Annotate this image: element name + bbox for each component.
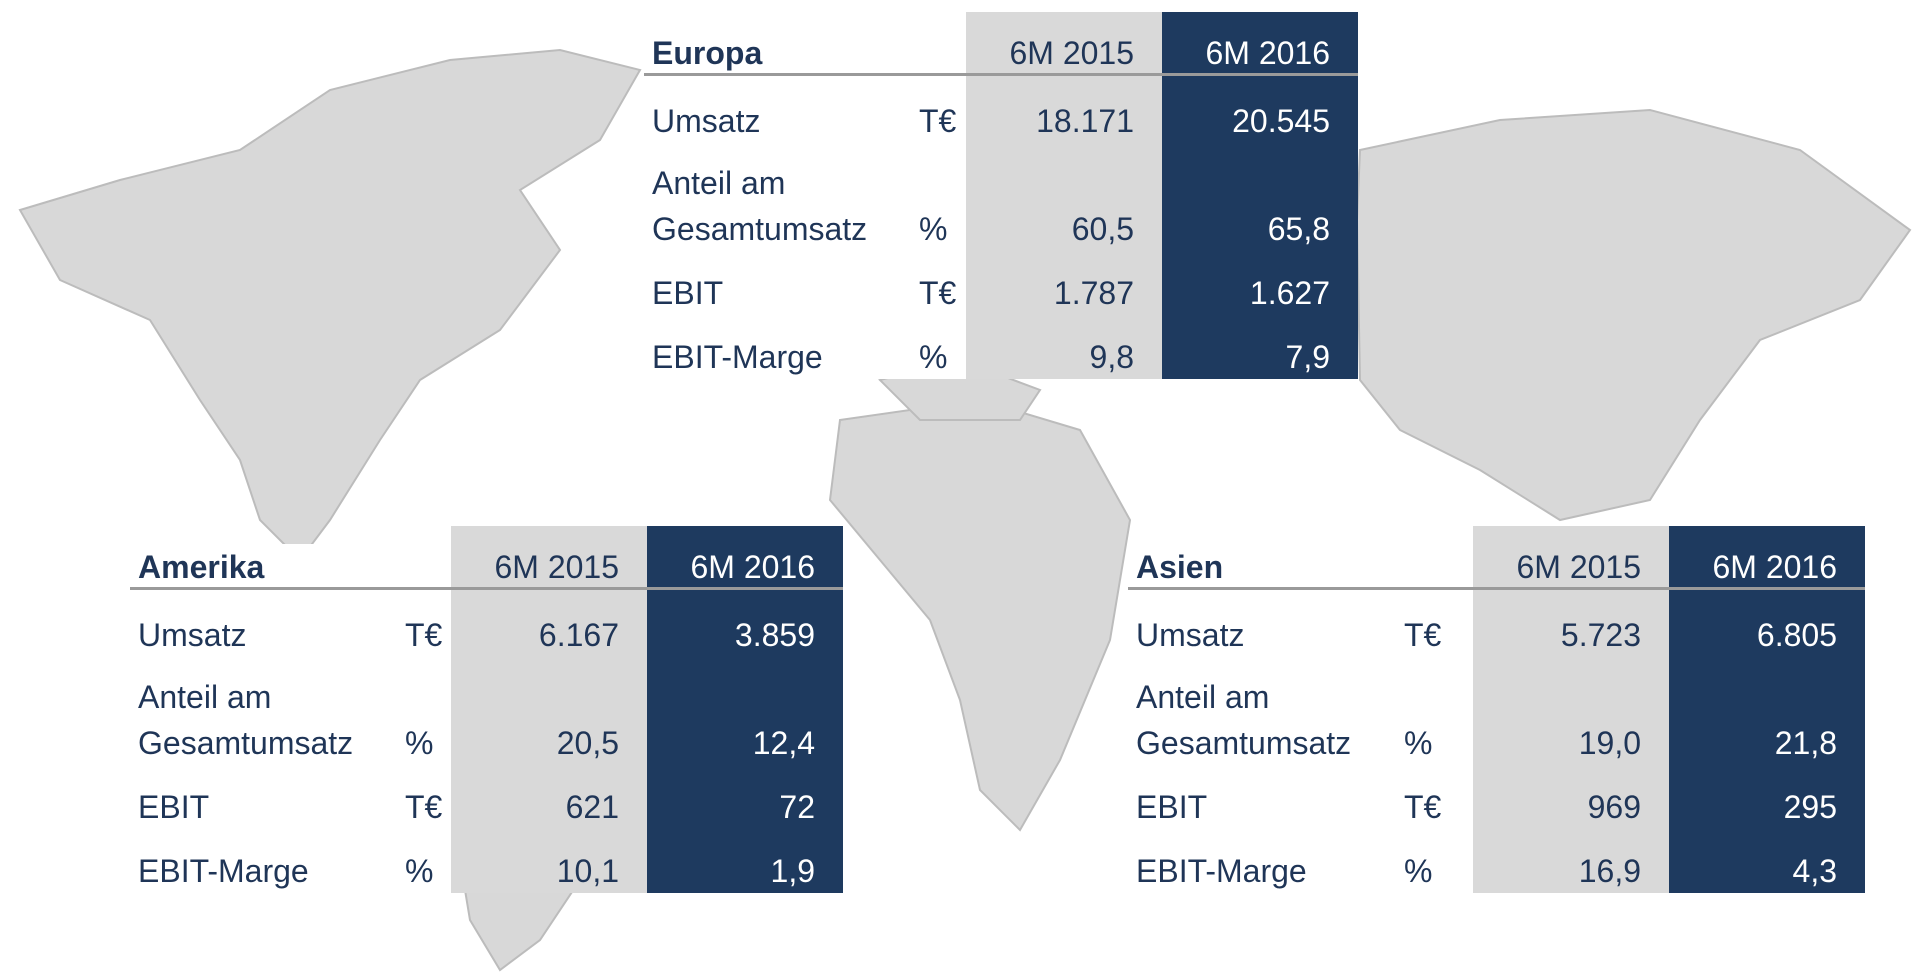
column-header: 6M 2015 bbox=[1009, 35, 1134, 71]
value-2016: 12,4 bbox=[752, 725, 815, 761]
row-label: EBIT bbox=[1136, 789, 1208, 825]
value-2016: 7,9 bbox=[1285, 339, 1330, 375]
row-unit: T€ bbox=[405, 617, 443, 653]
row-unit: % bbox=[1404, 725, 1433, 761]
column-header: 6M 2016 bbox=[1712, 549, 1837, 585]
row-label: Umsatz bbox=[652, 103, 761, 139]
region-title: Amerika bbox=[138, 549, 265, 585]
value-2015: 10,1 bbox=[556, 853, 619, 889]
label-background bbox=[130, 544, 451, 893]
row-label: EBIT-Marge bbox=[138, 853, 309, 889]
value-2016: 3.859 bbox=[734, 617, 815, 653]
value-2016: 20.545 bbox=[1232, 103, 1330, 139]
value-2015: 6.167 bbox=[538, 617, 619, 653]
row-unit: % bbox=[405, 725, 434, 761]
row-label: Anteil am Gesamtumsatz bbox=[1136, 679, 1352, 761]
row-unit: % bbox=[919, 211, 948, 247]
header-rule bbox=[1128, 587, 1865, 590]
value-2016: 295 bbox=[1783, 789, 1837, 825]
value-2015: 9,8 bbox=[1089, 339, 1134, 375]
row-unit: T€ bbox=[919, 103, 957, 139]
row-label: EBIT bbox=[138, 789, 210, 825]
value-2016: 4,3 bbox=[1792, 853, 1837, 889]
region-title: Europa bbox=[652, 35, 763, 71]
value-2015: 20,5 bbox=[556, 725, 619, 761]
column-header: 6M 2016 bbox=[1205, 35, 1330, 71]
region-title: Asien bbox=[1136, 549, 1224, 585]
value-2016: 1,9 bbox=[770, 853, 815, 889]
value-2016: 1.627 bbox=[1249, 275, 1330, 311]
row-unit: % bbox=[919, 339, 948, 375]
value-2015: 969 bbox=[1587, 789, 1641, 825]
column-header: 6M 2015 bbox=[1516, 549, 1641, 585]
row-unit: T€ bbox=[1404, 617, 1442, 653]
label-background bbox=[1128, 544, 1473, 893]
row-label: Umsatz bbox=[1136, 617, 1245, 653]
value-2016: 6.805 bbox=[1756, 617, 1837, 653]
row-label: Umsatz bbox=[138, 617, 247, 653]
header-rule bbox=[644, 73, 1358, 76]
value-2015: 19,0 bbox=[1578, 725, 1641, 761]
column-header: 6M 2016 bbox=[690, 549, 815, 585]
value-2016: 72 bbox=[779, 789, 815, 825]
label-background bbox=[644, 30, 966, 379]
row-unit: T€ bbox=[1404, 789, 1442, 825]
row-unit: % bbox=[1404, 853, 1433, 889]
header-rule bbox=[130, 587, 843, 590]
value-2015: 621 bbox=[565, 789, 619, 825]
row-unit: T€ bbox=[405, 789, 443, 825]
row-unit: T€ bbox=[919, 275, 957, 311]
row-unit: % bbox=[405, 853, 434, 889]
value-2015: 60,5 bbox=[1071, 211, 1134, 247]
row-label: EBIT bbox=[652, 275, 724, 311]
row-label: EBIT-Marge bbox=[1136, 853, 1307, 889]
value-2015: 18.171 bbox=[1036, 103, 1134, 139]
row-label: EBIT-Marge bbox=[652, 339, 823, 375]
row-label: Anteil am Gesamtumsatz bbox=[652, 165, 868, 247]
value-2015: 16,9 bbox=[1578, 853, 1641, 889]
column-header: 6M 2015 bbox=[494, 549, 619, 585]
value-2016: 65,8 bbox=[1267, 211, 1330, 247]
value-2015: 1.787 bbox=[1053, 275, 1134, 311]
row-label: Anteil am Gesamtumsatz bbox=[138, 679, 354, 761]
value-2015: 5.723 bbox=[1560, 617, 1641, 653]
value-2016: 21,8 bbox=[1774, 725, 1837, 761]
